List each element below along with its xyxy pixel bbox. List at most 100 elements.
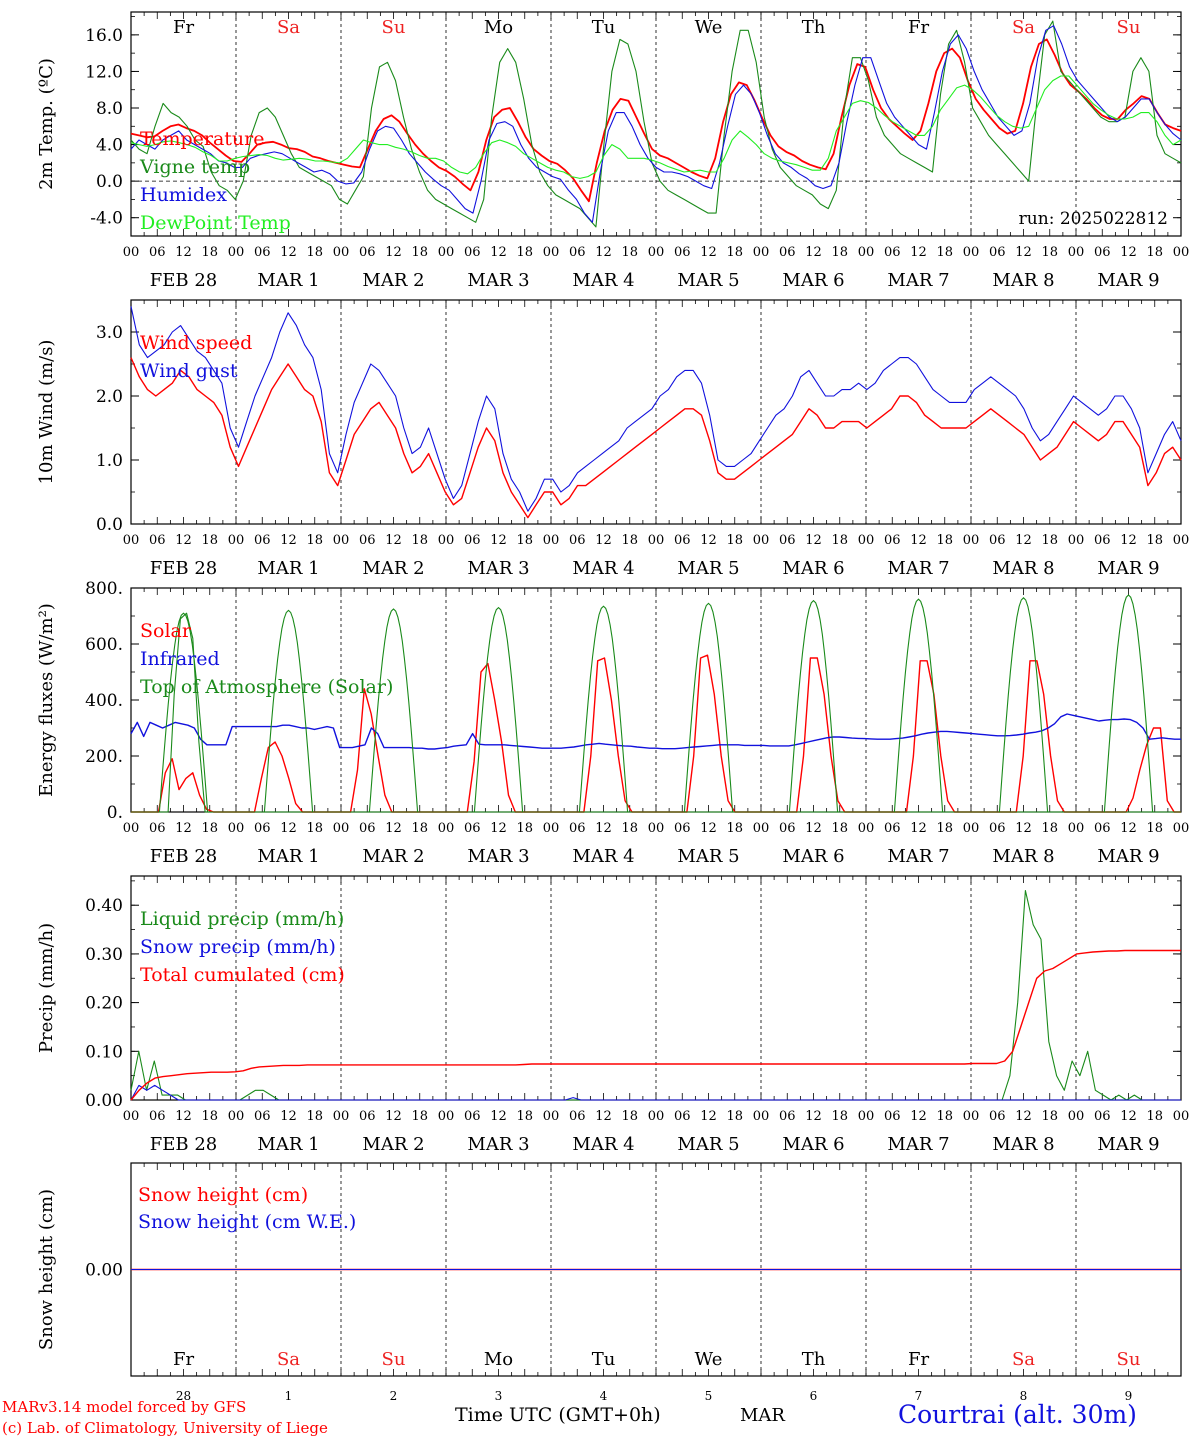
hour-label: 12 (280, 245, 297, 260)
series-line (130, 949, 1181, 1101)
hour-label: 12 (910, 1109, 927, 1124)
hour-label: 12 (385, 821, 402, 836)
hour-label: 18 (201, 245, 218, 260)
weekday-label: Fr (908, 1349, 929, 1370)
hour-label: 18 (621, 1109, 638, 1124)
hour-label: 18 (1041, 821, 1058, 836)
hour-label: 06 (989, 1109, 1006, 1124)
hour-label: 00 (333, 821, 350, 836)
date-label: MAR 9 (1097, 270, 1159, 291)
legend-entry: Wind speed (140, 332, 252, 354)
hour-label: 00 (438, 821, 455, 836)
hour-label: 18 (936, 245, 953, 260)
hour-label: 06 (674, 533, 691, 548)
hour-label: 12 (910, 245, 927, 260)
hour-label: 00 (123, 821, 140, 836)
date-label: MAR 3 (467, 270, 529, 291)
date-label: MAR 4 (572, 1134, 634, 1155)
date-label: MAR 8 (992, 1134, 1054, 1155)
weekday-label: Sa (1012, 17, 1035, 38)
weekday-label: Sa (277, 17, 300, 38)
hour-label: 06 (884, 533, 901, 548)
weekday-label: Tu (592, 1349, 616, 1370)
y-axis-title: 10m Wind (m/s) (36, 340, 57, 485)
hour-label: 00 (753, 533, 770, 548)
hour-label: 12 (280, 821, 297, 836)
date-label: MAR 1 (257, 1134, 319, 1155)
hour-label: 12 (805, 1109, 822, 1124)
hour-label: 06 (674, 1109, 691, 1124)
hour-label: 06 (1094, 821, 1111, 836)
y-tick-label: 0.10 (85, 1042, 123, 1062)
hour-label: 00 (858, 821, 875, 836)
date-label: MAR 2 (362, 558, 424, 579)
day-number-label: 8 (1020, 1389, 1028, 1403)
date-label: MAR 9 (1097, 1134, 1159, 1155)
day-number-label: 3 (495, 1389, 503, 1403)
hour-label: 12 (1015, 821, 1032, 836)
hour-label: 06 (779, 533, 796, 548)
hour-label: 18 (411, 1109, 428, 1124)
weekday-label: Mo (484, 1349, 513, 1370)
toa-solar-curve (887, 598, 944, 813)
hour-label: 12 (490, 1109, 507, 1124)
hour-label: 00 (963, 1109, 980, 1124)
hour-label: 18 (201, 1109, 218, 1124)
hour-label: 12 (1120, 821, 1137, 836)
date-label: MAR 8 (992, 846, 1054, 867)
y-tick-label: 0.30 (85, 945, 123, 965)
day-number-label: 6 (810, 1389, 818, 1403)
hour-label: 06 (779, 821, 796, 836)
hour-label: 06 (359, 533, 376, 548)
hour-label: 12 (280, 533, 297, 548)
legend-entry: DewPoint Temp (140, 212, 291, 234)
hour-label: 00 (333, 533, 350, 548)
hour-label: 12 (175, 821, 192, 836)
hour-label: 06 (254, 245, 271, 260)
hour-label: 00 (228, 1109, 245, 1124)
month-label: MAR (740, 1405, 785, 1426)
hour-label: 18 (516, 821, 533, 836)
hour-label: 00 (963, 533, 980, 548)
hour-label: 12 (1015, 533, 1032, 548)
y-tick-label: 0.0 (96, 172, 123, 192)
hour-label: 00 (228, 821, 245, 836)
hour-label: 06 (254, 1109, 271, 1124)
hour-label: 06 (569, 821, 586, 836)
model-credit: MARv3.14 model forced by GFS (2, 1398, 247, 1416)
hour-label: 06 (1094, 245, 1111, 260)
hour-label: 00 (648, 1109, 665, 1124)
toa-solar-curve (782, 599, 839, 813)
hour-label: 18 (726, 245, 743, 260)
hour-label: 18 (726, 821, 743, 836)
hour-label: 18 (726, 1109, 743, 1124)
hour-label: 12 (1120, 533, 1137, 548)
weekday-label: Su (382, 17, 406, 38)
hour-label: 06 (989, 245, 1006, 260)
series-line (130, 357, 1182, 519)
hour-label: 06 (779, 245, 796, 260)
hour-label: 18 (1041, 533, 1058, 548)
hour-label: 06 (254, 821, 271, 836)
hour-label: 00 (123, 1109, 140, 1124)
weekday-label: Th (802, 1349, 826, 1370)
hour-label: 18 (936, 821, 953, 836)
legend-entry: Solar (140, 620, 192, 642)
hour-label: 00 (123, 533, 140, 548)
hour-label: 12 (595, 821, 612, 836)
date-label: MAR 4 (572, 558, 634, 579)
hour-label: 06 (569, 1109, 586, 1124)
weekday-label: Sa (277, 1349, 300, 1370)
date-label: MAR 5 (677, 846, 739, 867)
hour-label: 06 (149, 821, 166, 836)
hour-label: 06 (254, 533, 271, 548)
date-label: MAR 6 (782, 270, 844, 291)
hour-label: 06 (359, 245, 376, 260)
series-line (130, 38, 1182, 203)
hour-label: 18 (1041, 245, 1058, 260)
hour-label: 00 (648, 533, 665, 548)
hour-label: 06 (989, 821, 1006, 836)
day-number-label: 1 (285, 1389, 293, 1403)
day-number-label: 9 (1125, 1389, 1133, 1403)
